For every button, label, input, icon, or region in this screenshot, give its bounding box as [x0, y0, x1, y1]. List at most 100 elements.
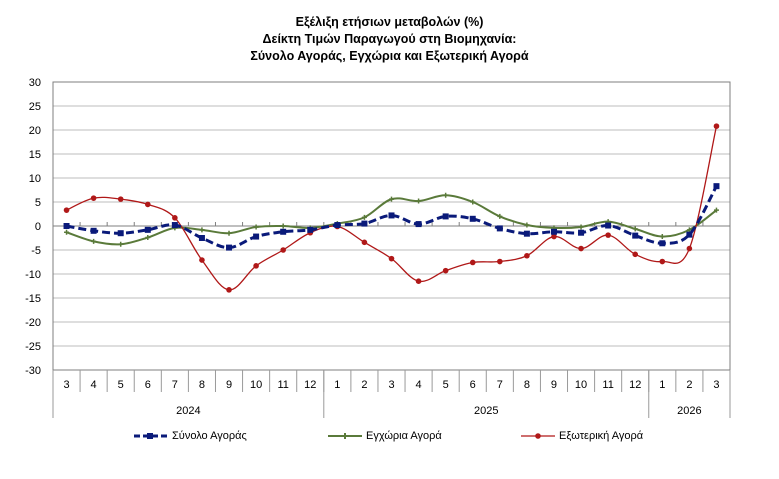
- data-point-domestic: [443, 192, 449, 198]
- data-point-domestic: [659, 234, 665, 240]
- x-tick-label: 12: [629, 379, 641, 391]
- data-point-total: [415, 221, 422, 228]
- x-tick-label: 7: [172, 379, 178, 391]
- data-point-external: [415, 278, 422, 285]
- data-point-domestic: [524, 222, 530, 228]
- x-tick-label: 9: [226, 379, 232, 391]
- series-group: [63, 123, 720, 293]
- x-tick-label: 11: [277, 379, 288, 391]
- data-point-domestic: [389, 196, 394, 202]
- data-point-total: [63, 223, 70, 229]
- data-point-total: [605, 222, 612, 229]
- year-label: 2026: [677, 405, 701, 417]
- legend-item-total: Σύνολο Αγοράς: [133, 430, 247, 442]
- legend-item-external: Εξωτερική Αγορά: [520, 430, 643, 442]
- x-tick-label: 4: [91, 379, 97, 391]
- data-point-external: [524, 252, 530, 259]
- title-line-1: Εξέλιξη ετήσιων μεταβολών (%): [295, 15, 484, 29]
- y-tick-label: 20: [29, 125, 41, 137]
- legend-label-external: Εξωτερική Αγορά: [559, 430, 644, 442]
- x-tick-label: 5: [443, 379, 449, 391]
- y-tick-label: 0: [35, 221, 41, 233]
- data-point-total: [388, 212, 395, 219]
- data-point-total: [686, 231, 693, 238]
- data-point-external: [144, 201, 151, 208]
- x-tick-label: 11: [602, 379, 613, 391]
- data-point-external: [199, 257, 205, 263]
- data-point-domestic: [145, 235, 151, 241]
- data-point-total: [171, 222, 178, 229]
- x-tick-label: 3: [713, 379, 719, 391]
- data-point-external: [605, 232, 611, 238]
- y-tick-label: -5: [31, 245, 41, 257]
- legend-label-domestic: Εγχώρια Αγορά: [366, 430, 442, 442]
- x-tick-label: 1: [659, 379, 665, 391]
- x-tick-label: 2: [361, 379, 367, 391]
- y-tick-label: 30: [29, 77, 41, 89]
- x-tick-label: 8: [524, 379, 530, 391]
- data-point-total: [578, 229, 585, 236]
- data-point-total: [307, 226, 314, 233]
- data-point-external: [659, 258, 666, 265]
- data-point-total: [144, 226, 151, 233]
- data-point-domestic: [280, 223, 286, 229]
- y-tick-label: -10: [25, 269, 41, 281]
- year-label: 2025: [474, 405, 498, 417]
- y-tick-label: -30: [25, 365, 41, 377]
- y-tick-label: 15: [29, 149, 41, 161]
- legend-label-total: Σύνολο Αγοράς: [172, 430, 247, 442]
- data-point-external: [632, 251, 639, 258]
- data-point-total: [442, 213, 449, 220]
- data-point-domestic: [118, 241, 124, 247]
- data-point-external: [713, 123, 720, 129]
- data-point-total: [659, 240, 666, 247]
- data-point-external: [253, 263, 259, 269]
- data-point-total: [280, 228, 287, 235]
- data-point-total: [226, 244, 233, 251]
- y-tick-label: -25: [25, 341, 41, 353]
- data-point-domestic: [416, 198, 422, 204]
- x-tick-label: 5: [118, 379, 124, 391]
- year-label: 2024: [176, 405, 200, 417]
- x-tick-label: 8: [199, 379, 205, 391]
- data-point-external: [63, 207, 70, 213]
- data-point-total: [469, 215, 476, 222]
- data-point-external: [172, 215, 178, 221]
- data-point-domestic: [497, 213, 503, 219]
- data-point-total: [550, 228, 557, 235]
- series-line-domestic: [66, 194, 718, 246]
- x-tick-label: 1: [334, 379, 340, 391]
- x-tick-label: 6: [145, 379, 151, 391]
- data-point-external: [90, 195, 97, 201]
- data-point-total: [361, 220, 368, 227]
- data-point-external: [226, 287, 232, 293]
- legend-item-domestic: Εγχώρια Αγορά: [327, 430, 442, 442]
- x-tick-label: 7: [497, 379, 503, 391]
- data-point-total: [713, 183, 720, 190]
- x-tick-label: 4: [416, 379, 422, 391]
- chart-title: Εξέλιξη ετήσιων μεταβολών (%) Δείκτη Τιμ…: [0, 14, 779, 65]
- data-point-external: [686, 245, 693, 252]
- data-point-domestic: [686, 227, 692, 233]
- data-point-domestic: [253, 224, 259, 230]
- x-tick-label: 2: [686, 379, 692, 391]
- data-point-total: [632, 232, 639, 239]
- x-tick-label: 6: [470, 379, 476, 391]
- data-point-external: [578, 245, 584, 252]
- data-point-external: [280, 247, 286, 253]
- x-tick-label: 9: [551, 379, 557, 391]
- data-point-total: [253, 233, 260, 240]
- x-tick-label: 10: [575, 379, 587, 391]
- y-tick-label: -20: [25, 317, 41, 329]
- data-point-external: [388, 255, 395, 262]
- data-point-domestic: [91, 238, 97, 244]
- x-tick-label: 10: [250, 379, 262, 391]
- data-point-domestic: [470, 199, 476, 205]
- title-line-2: Δείκτη Τιμών Παραγωγού στη Βιομηχανία:: [262, 32, 517, 46]
- data-point-domestic: [361, 214, 367, 220]
- data-point-domestic: [632, 226, 638, 232]
- y-tick-labels: 30 25 20 15 10 5 0 -5 -10 -15 -20 -25 -30: [25, 77, 41, 377]
- data-point-external: [497, 258, 503, 265]
